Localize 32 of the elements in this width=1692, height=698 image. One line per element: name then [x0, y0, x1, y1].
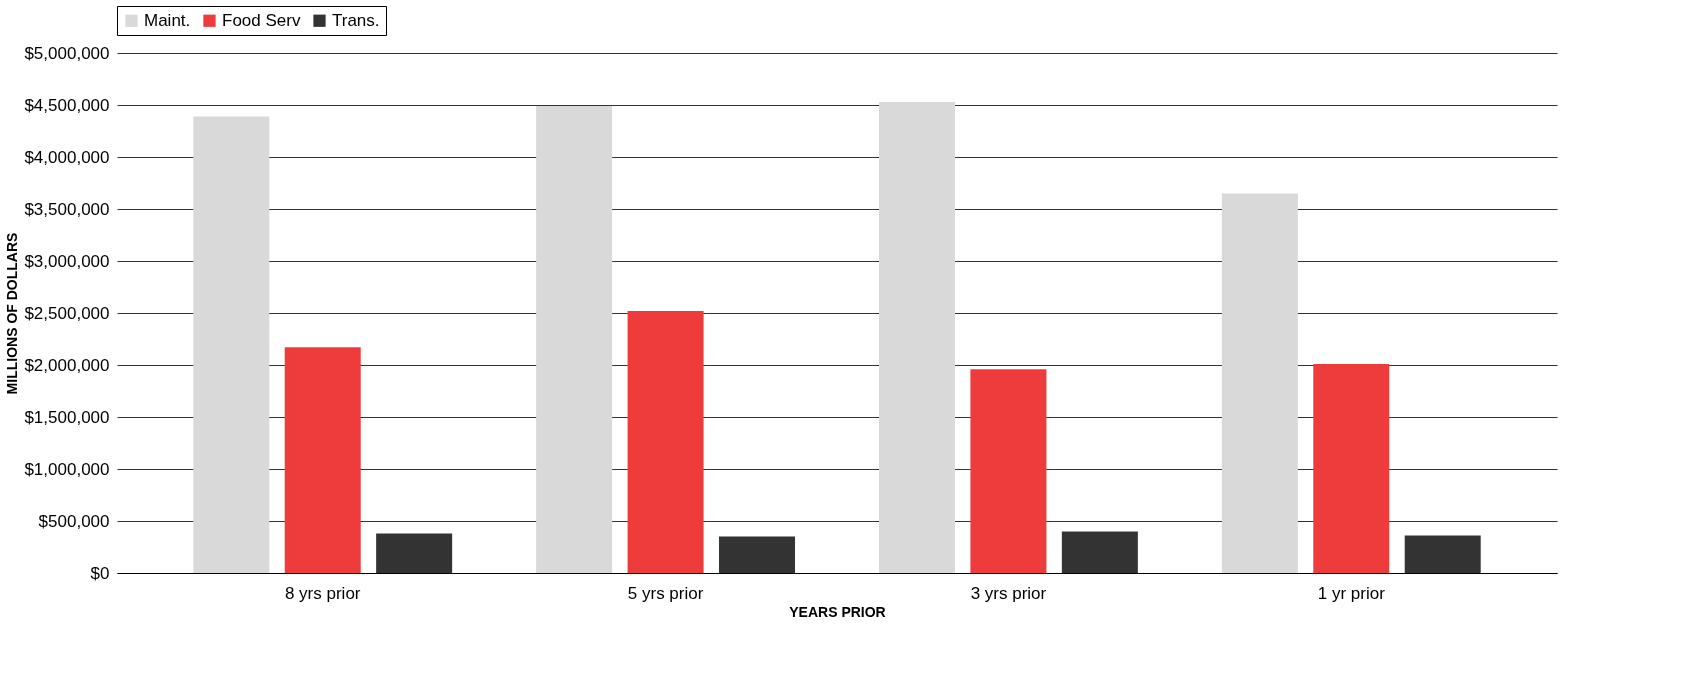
x-tick-label: 8 yrs prior — [284, 583, 361, 603]
bar — [376, 533, 453, 573]
bar — [879, 101, 955, 573]
y-tick-label: $500,000 — [38, 511, 110, 531]
bar — [536, 106, 613, 573]
y-tick-label: $3,500,000 — [24, 199, 110, 219]
legend-label: Maint. — [144, 10, 191, 30]
bar — [627, 310, 704, 573]
y-tick-label: $3,000,000 — [24, 251, 110, 271]
bar — [1404, 535, 1481, 573]
legend-label: Trans. — [332, 10, 380, 30]
bar — [970, 369, 1047, 573]
bar — [193, 116, 270, 573]
y-tick-label: $4,000,000 — [24, 147, 110, 167]
y-tick-label: $1,000,000 — [24, 459, 110, 479]
bar — [719, 536, 795, 573]
x-axis-title: YEARS PRIOR — [789, 603, 886, 620]
legend-label: Food Serv — [222, 10, 301, 30]
y-tick-label: $2,000,000 — [24, 355, 110, 375]
x-tick-label: 1 yr prior — [1317, 583, 1386, 603]
y-tick-label: $5,000,000 — [24, 43, 110, 63]
x-tick-label: 5 yrs prior — [627, 583, 704, 603]
x-tick-label: 3 yrs prior — [970, 583, 1047, 603]
bar — [1061, 531, 1138, 573]
y-tick-label: $1,500,000 — [24, 407, 110, 427]
bar — [1313, 363, 1390, 573]
y-tick-label: $0 — [90, 563, 110, 583]
bar — [284, 347, 361, 573]
y-axis-title: MILLIONS OF DOLLARS — [4, 232, 21, 395]
y-tick-label: $4,500,000 — [24, 95, 110, 115]
y-tick-label: $2,500,000 — [24, 303, 110, 323]
bar — [1221, 193, 1298, 573]
